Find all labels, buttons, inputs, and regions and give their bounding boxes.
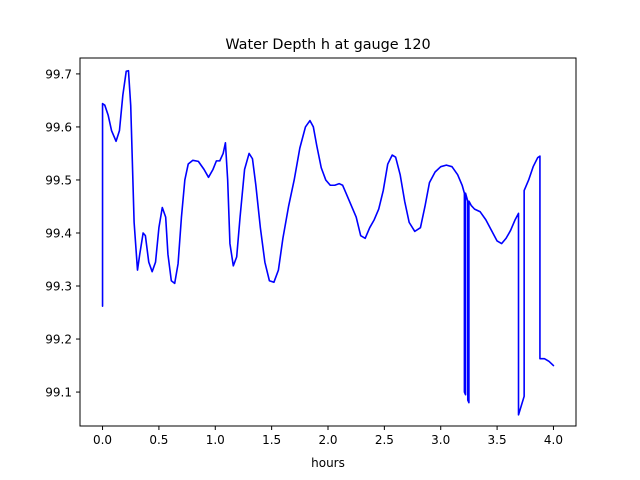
y-tick-label: 99.6: [45, 120, 72, 134]
x-tick-label: 3.0: [431, 433, 450, 447]
x-tick-label: 0.5: [149, 433, 168, 447]
axes: 0.0 0.5 1.0 1.5 2.0 2.5 3.0 3.5 4.0 99.1 99.2 99.3 9…: [45, 57, 577, 447]
x-tick-label: 0.0: [93, 433, 112, 447]
y-tick-label: 99.4: [45, 226, 72, 240]
x-tick-label: 1.5: [262, 433, 281, 447]
y-tick-label: 99.1: [45, 386, 72, 400]
y-tick-label: 99.5: [45, 173, 72, 187]
chart-title: Water Depth h at gauge 120: [225, 37, 430, 53]
x-tick-label: 2.0: [318, 433, 337, 447]
x-tick-label: 4.0: [544, 433, 563, 447]
y-tick-label: 99.2: [45, 333, 72, 347]
plot-area: [101, 69, 555, 416]
series-line-0: [101, 69, 555, 416]
x-axis-label: hours: [311, 456, 345, 470]
x-tick-label: 1.0: [206, 433, 225, 447]
y-tick-label: 99.7: [45, 67, 72, 81]
x-tick-label: 3.5: [488, 433, 507, 447]
y-tick-label: 99.3: [45, 280, 72, 294]
x-tick-label: 2.5: [375, 433, 394, 447]
